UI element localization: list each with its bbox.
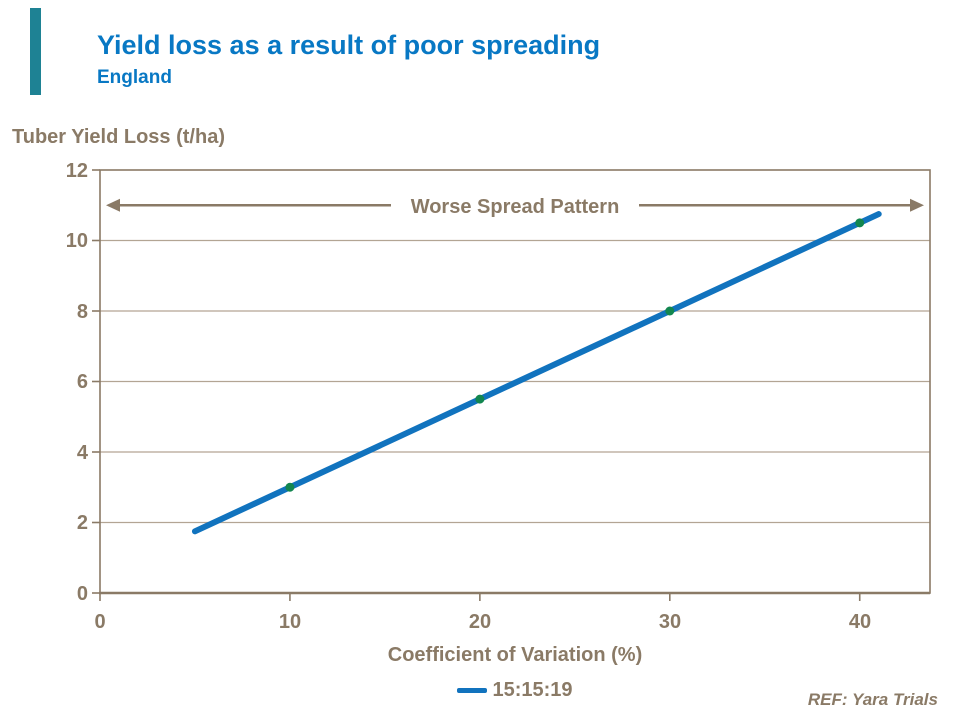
page-subtitle: England bbox=[97, 67, 172, 89]
x-tick-label: 10 bbox=[279, 611, 301, 633]
data-point-marker bbox=[475, 394, 485, 404]
slide-accent-bar bbox=[30, 8, 41, 95]
y-tick-label: 2 bbox=[77, 512, 88, 534]
annotation-label: Worse Spread Pattern bbox=[411, 196, 620, 218]
page-title: Yield loss as a result of poor spreading bbox=[97, 30, 601, 60]
x-axis-title: Coefficient of Variation (%) bbox=[387, 644, 643, 666]
x-tick-label: 0 bbox=[94, 611, 105, 633]
data-markers bbox=[285, 218, 865, 492]
legend-series-label: 15:15:19 bbox=[492, 679, 573, 701]
y-tick-label: 10 bbox=[66, 230, 88, 252]
y-tick-label: 12 bbox=[66, 160, 88, 182]
data-point-marker bbox=[855, 218, 865, 228]
data-point-marker bbox=[285, 482, 295, 492]
chart-legend: 15:15:19 bbox=[100, 679, 930, 702]
y-tick-label: 0 bbox=[77, 583, 88, 605]
x-tick-label: 40 bbox=[849, 611, 871, 633]
y-tick-labels: 12 10 8 6 4 2 0 bbox=[66, 160, 89, 605]
arrow-head-left bbox=[106, 198, 120, 212]
y-tick-label: 4 bbox=[77, 442, 89, 464]
arrow-head-right bbox=[910, 198, 924, 212]
x-tick-labels: 0 10 20 30 40 bbox=[94, 611, 871, 633]
x-tick-label: 20 bbox=[469, 611, 491, 633]
data-line bbox=[191, 211, 882, 535]
axis-ticks bbox=[92, 169, 861, 601]
reference-note: REF: Yara Trials bbox=[807, 690, 938, 709]
series-line bbox=[191, 211, 882, 535]
y-axis-title: Tuber Yield Loss (t/ha) bbox=[12, 126, 225, 148]
annotation-arrow bbox=[106, 198, 924, 212]
y-tick-label: 8 bbox=[77, 301, 88, 323]
data-point-marker bbox=[665, 306, 675, 316]
title-block: Yield loss as a result of poor spreading… bbox=[97, 30, 600, 89]
y-tick-label: 6 bbox=[77, 371, 88, 393]
x-tick-label: 30 bbox=[659, 611, 681, 633]
legend-line-swatch bbox=[457, 688, 488, 693]
